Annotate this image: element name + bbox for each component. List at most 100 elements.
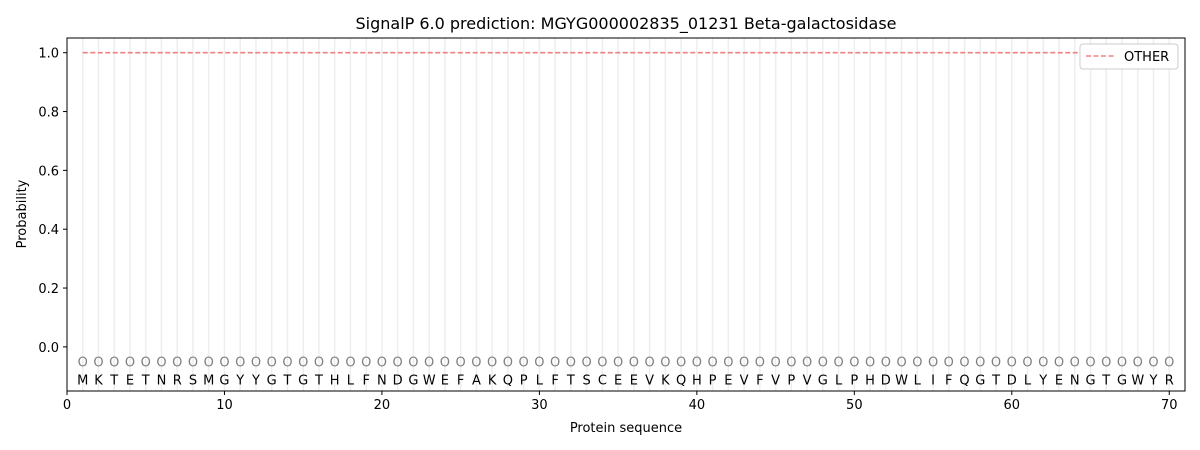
residue-label: Y [1149,373,1158,388]
residue-label: H [865,373,875,388]
residue-label: T [566,373,575,388]
predicted-label: O [345,356,355,371]
predicted-label: O [1070,356,1080,371]
predicted-label: O [156,356,166,371]
predicted-label: O [660,356,670,371]
predicted-label: O [282,356,292,371]
predicted-label: O [456,356,466,371]
residue-label: G [1117,373,1127,388]
residue-label: F [756,373,763,388]
residue-label: G [219,373,229,388]
predicted-label: O [849,356,859,371]
residue-label: A [472,373,481,388]
residue-label: E [1055,373,1063,388]
residue-label: F [945,373,952,388]
residue-label: E [614,373,622,388]
chart-title: SignalP 6.0 prediction: MGYG000002835_01… [355,14,896,34]
predicted-label: O [1117,356,1127,371]
predicted-label: O [487,356,497,371]
predicted-label: O [377,356,387,371]
predicted-label: O [109,356,119,371]
predicted-label: O [298,356,308,371]
residue-label: G [267,373,277,388]
predicted-label: O [93,356,103,371]
residue-label: G [298,373,308,388]
residue-label: Q [503,373,513,388]
residue-label: T [282,373,291,388]
predicted-label: O [802,356,812,371]
residue-label: N [377,373,387,388]
predicted-label: O [786,356,796,371]
predicted-label: O [723,356,733,371]
predicted-label: O [440,356,450,371]
predicted-label: O [707,356,717,371]
legend-label-other: OTHER [1124,50,1169,65]
predicted-label: O [582,356,592,371]
x-tick-label: 10 [216,398,233,413]
predicted-label: O [314,356,324,371]
x-tick-label: 0 [63,398,71,413]
residue-label: W [895,373,908,388]
residue-label: I [931,373,935,388]
residue-label: D [1007,373,1017,388]
predicted-label: O [534,356,544,371]
residue-label: N [1070,373,1080,388]
residue-label: K [94,373,103,388]
predicted-label: O [78,356,88,371]
residue-label: F [362,373,369,388]
y-tick-label: 1.0 [38,47,59,62]
residue-label: H [692,373,702,388]
predicted-label: O [975,356,985,371]
predicted-label: O [991,356,1001,371]
residue-label: N [157,373,167,388]
predicted-label: O [566,356,576,371]
residue-label: L [914,373,922,388]
predicted-label: O [959,356,969,371]
predicted-label: O [833,356,843,371]
predicted-label: O [645,356,655,371]
residue-label: C [598,373,607,388]
y-tick-label: 0.8 [38,106,59,121]
predicted-label: O [1007,356,1017,371]
residue-label: P [709,373,717,388]
residue-label: M [77,373,88,388]
predicted-label: O [928,356,938,371]
y-tick-label: 0.4 [38,223,59,238]
residue-label: P [850,373,858,388]
residue-label: G [1085,373,1095,388]
predicted-label: O [739,356,749,371]
predicted-label: O [1148,356,1158,371]
predicted-label: O [141,356,151,371]
predicted-label: O [125,356,135,371]
y-tick-label: 0.2 [38,282,59,297]
residue-label: K [661,373,670,388]
residue-label: H [330,373,340,388]
predicted-label: O [550,356,560,371]
x-tick-label: 20 [374,398,391,413]
predicted-label: O [330,356,340,371]
x-axis-label: Protein sequence [570,421,682,436]
predicted-label: O [881,356,891,371]
residue-label: L [347,373,355,388]
residue-label: P [520,373,528,388]
x-tick-label: 60 [1004,398,1021,413]
residue-label: V [771,373,780,388]
residue-label: V [803,373,812,388]
residue-label: Y [251,373,260,388]
residue-label: G [818,373,828,388]
residue-label: Q [676,373,686,388]
predicted-label: O [1101,356,1111,371]
residue-label: T [141,373,150,388]
predicted-label: O [1054,356,1064,371]
residue-label: E [126,373,134,388]
predicted-label: O [393,356,403,371]
predicted-label: O [1038,356,1048,371]
x-tick-label: 40 [689,398,706,413]
residue-label: T [1101,373,1110,388]
predicted-label: O [519,356,529,371]
predicted-label: O [1133,356,1143,371]
predicted-label: O [1164,356,1174,371]
predicted-label: O [408,356,418,371]
residue-label: E [724,373,732,388]
